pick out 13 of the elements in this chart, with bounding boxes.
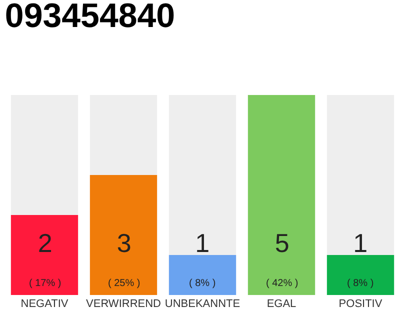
x-tick-label: EGAL: [266, 298, 296, 310]
bar: [168, 255, 236, 295]
x-tick-label: NEGATIV: [20, 298, 69, 310]
x-tick-label: POSITIV: [338, 298, 383, 310]
bar: [326, 255, 394, 295]
x-tick-label: UNBEKANNTE: [164, 298, 240, 310]
data-label: 1 ( 8% ): [189, 228, 216, 289]
data-label: 2 ( 17% ): [29, 228, 62, 289]
x-tick-label: VERWIRREND: [86, 298, 162, 310]
data-label: 3 ( 25% ): [108, 228, 140, 289]
data-label: 5 ( 42% ): [266, 228, 298, 289]
data-label: 1 ( 8% ): [347, 228, 374, 289]
chart-title: 093454840: [4, 0, 176, 35]
